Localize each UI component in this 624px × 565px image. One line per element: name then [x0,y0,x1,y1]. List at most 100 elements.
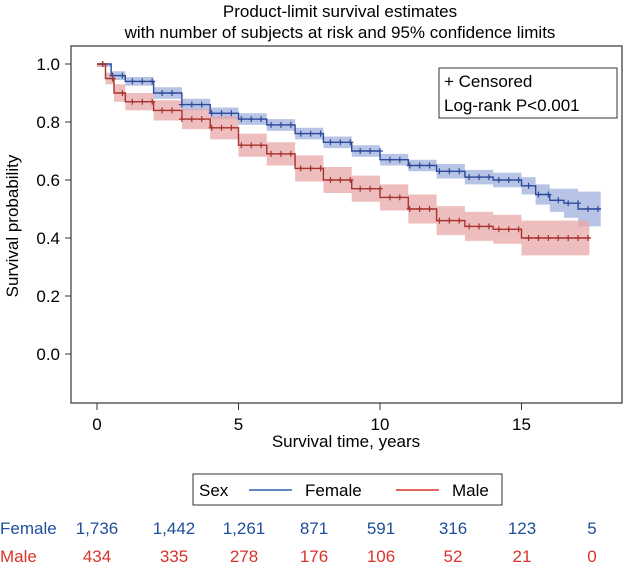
female-censor-mark [357,148,364,154]
at-risk-value: 176 [300,547,328,565]
male-censor-mark [317,165,324,172]
female-censor-mark [149,78,156,85]
female-censor-mark [307,130,314,137]
male-censor-mark [139,98,146,105]
female-censor-mark [218,110,225,117]
at-risk-label: Female [0,519,57,538]
male-censor-mark [585,235,592,241]
female-censor-mark [426,162,433,169]
male-censor-mark [456,217,463,224]
x-tick-label: 15 [512,415,531,434]
female-censor-mark [515,177,522,183]
inset-box [438,67,618,119]
female-censor-mark [178,101,185,108]
male-censor-mark [426,206,433,212]
female-censor-mark [139,78,146,85]
female-censor-mark [228,110,235,117]
male-censor-mark [446,217,453,224]
chart-subtitle: with number of subjects at risk and 95% … [124,23,556,42]
male-censor-mark [109,75,116,82]
male-censor-mark [476,223,483,230]
female-censor-mark [446,168,453,175]
female-censor-mark [535,191,542,198]
male-censor-mark [268,150,275,157]
x-tick-label: 10 [371,415,390,434]
female-censor-mark [565,200,572,207]
female-censor-mark [416,162,423,169]
at-risk-value: 316 [439,519,467,538]
legend-female-label: Female [305,481,362,500]
at-risk-value: 5 [587,519,596,538]
y-tick-label: 0.6 [36,171,60,190]
male-censor-mark [555,235,562,241]
female-censor-mark [337,139,344,146]
female-censor-mark [396,156,403,163]
at-risk-value: 335 [160,547,188,565]
female-censor-mark [456,168,463,175]
at-risk-label: Male [0,547,37,565]
female-censor-mark [406,162,413,169]
male-censor-mark [198,116,205,123]
female-censor-mark [485,174,492,181]
female-censor-mark [545,191,552,198]
at-risk-value: 591 [367,519,395,538]
x-tick-label: 5 [234,415,243,434]
legend-male-label: Male [452,481,489,500]
male-censor-mark [258,142,265,149]
female-censor-mark [495,177,502,183]
male-censor-mark [178,116,185,123]
female-censor-mark [277,121,284,128]
at-risk-value: 52 [444,547,463,565]
male-censor-mark [495,226,502,233]
male-censor-mark [466,223,473,230]
female-censor-mark [248,116,255,123]
female-censor-mark [347,139,354,146]
at-risk-value: 21 [513,547,532,565]
male-censor-mark [159,107,166,114]
male-censor-mark [99,61,106,67]
y-tick-label: 1.0 [36,55,60,74]
female-censor-mark [258,116,265,123]
male-censor-mark [505,226,512,233]
female-censor-mark [297,130,304,137]
male-censor-mark [406,206,413,212]
x-tick-label: 0 [92,415,101,434]
male-censor-mark [149,98,156,105]
y-tick-label: 0.0 [36,345,60,364]
male-censor-mark [168,107,175,114]
logrank-note: Log-rank P<0.001 [444,96,580,115]
at-risk-value: 871 [300,519,328,538]
male-censor-mark [119,90,126,96]
y-tick-label: 0.4 [36,229,60,248]
female-censor-mark [555,197,562,204]
male-censor-mark [416,206,423,212]
female-censor-mark [129,78,136,85]
y-axis-label: Survival probability [3,154,22,297]
male-censor-mark [287,150,294,157]
male-censor-mark [188,116,195,123]
at-risk-value: 0 [587,547,596,565]
female-censor-mark [198,101,205,108]
male-censor-mark [396,194,403,201]
female-censor-mark [386,156,393,163]
male-censor-mark [565,235,572,241]
male-censor-mark [297,165,304,172]
male-censor-mark [545,235,552,241]
female-censor-mark [208,110,215,117]
male-censor-mark [307,165,314,172]
male-censor-mark [367,185,374,192]
chart-title: Product-limit survival estimates [223,2,457,21]
female-censor-mark [525,182,532,189]
at-risk-value: 106 [367,547,395,565]
female-censor-mark [159,90,166,96]
male-censor-mark [238,142,245,149]
female-censor-mark [168,90,175,96]
female-censor-mark [238,116,245,123]
female-censor-mark [268,121,275,128]
at-risk-value: 123 [508,519,536,538]
male-censor-mark [218,124,225,131]
male-ci-band [97,64,590,256]
male-censor-mark [515,226,522,233]
female-censor-mark [476,174,483,181]
